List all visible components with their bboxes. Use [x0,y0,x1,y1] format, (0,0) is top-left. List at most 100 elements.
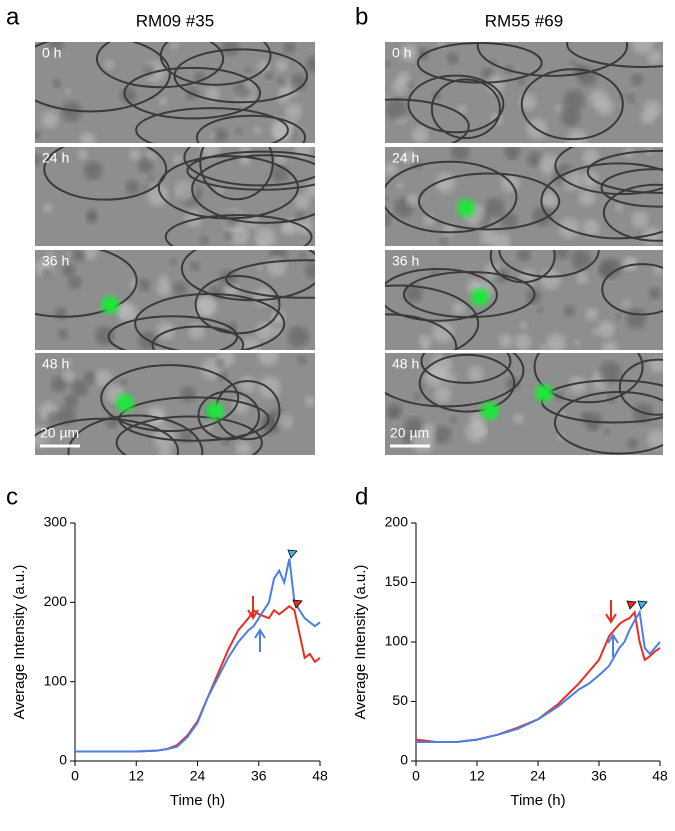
speck [41,111,59,129]
speck [170,42,179,50]
speck [205,87,220,102]
speck [503,147,521,159]
x-tick-label: 24 [190,768,206,784]
arrow [607,633,619,657]
cell-wall [586,149,663,194]
speck [599,361,622,383]
speck [452,301,465,315]
speck [258,376,281,399]
speck [54,307,67,320]
texture [35,250,315,350]
speck [80,132,96,143]
speck [527,151,543,168]
time-label: 0 h [392,45,411,61]
y-tick-label: 100 [385,633,409,649]
x-tick-label: 36 [591,768,607,784]
y-tick-label: 0 [400,752,408,768]
speck [62,369,75,382]
speck [581,171,599,189]
marker [637,600,648,610]
speck [404,417,424,437]
speck [404,48,412,56]
speck [297,355,307,365]
speck [71,250,86,263]
cell-wall [180,250,315,302]
speck [63,394,79,409]
speck [83,161,103,180]
speck [457,104,467,114]
panel-letter: b [355,3,368,30]
gfp-signal [206,402,224,420]
speck [546,333,566,350]
speck [125,180,140,195]
cell-wall [199,147,274,201]
time-label: 48 h [42,356,69,372]
speck [480,228,497,245]
speck [509,153,516,161]
micrograph [385,353,663,455]
speck [580,411,591,422]
marker [287,549,298,559]
micrograph [35,353,315,455]
arrow [605,600,617,624]
speck [626,308,647,329]
speck [267,256,287,277]
panel-letter: c [6,483,18,510]
speck [519,93,537,111]
panel-letter: d [355,483,368,510]
speck [275,59,288,72]
speck [632,42,654,54]
micrograph [35,250,315,350]
cell-wall [498,250,600,278]
panel-letter: a [6,3,20,30]
speck [406,193,419,207]
speck [280,222,293,235]
cell-wall [186,150,315,191]
speck [434,386,452,404]
series-line [415,609,661,743]
speck [53,154,62,162]
speck [574,339,581,346]
cell-wall [476,42,629,77]
speck [432,425,452,444]
speck [554,104,562,112]
speck [561,170,583,191]
x-tick-label: 24 [530,768,546,784]
speck [50,376,67,393]
speck [256,263,264,271]
speck [153,427,176,449]
speck [304,180,315,198]
micrograph [35,42,315,143]
cell-wall [385,267,498,322]
speck [630,73,643,86]
x-axis-label: Time (h) [170,792,225,809]
speck [449,416,458,424]
cell-wall [385,313,458,350]
speck [411,126,429,143]
speck [413,392,421,401]
cell-wall [35,417,180,455]
speck [235,127,243,135]
gfp-signal [457,199,475,217]
x-tick-label: 48 [312,768,328,784]
speck [146,184,169,206]
texture [35,42,315,143]
speck [513,413,524,425]
speck [571,250,592,270]
speck [578,189,596,206]
scale-label: 20 µm [390,425,429,441]
speck [385,98,408,121]
speck [517,250,531,262]
cell-wall [191,154,315,224]
micrograph [385,42,663,143]
speck [67,252,74,259]
speck [83,371,98,385]
cell-wall [407,74,505,134]
speck [404,284,423,303]
speck [412,431,434,454]
cell-wall [566,42,663,68]
gfp-signal [101,296,119,314]
speck [622,257,637,272]
series-line [75,605,321,753]
speck [83,250,98,260]
